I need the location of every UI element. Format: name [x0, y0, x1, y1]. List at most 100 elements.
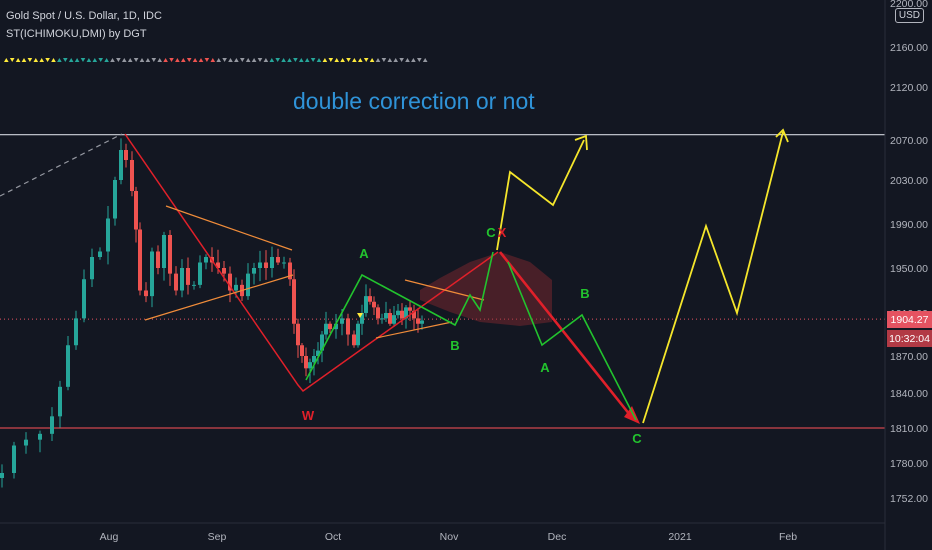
candle-body	[0, 473, 4, 478]
indicator-marker	[186, 58, 192, 62]
x-tick-label: Oct	[325, 531, 341, 543]
candle	[134, 186, 138, 243]
candle	[320, 331, 324, 363]
indicator-marker	[139, 58, 145, 62]
y-tick-label: 1780.00	[890, 458, 928, 470]
candle-body	[38, 433, 42, 440]
currency-badge[interactable]: USD	[894, 8, 924, 23]
x-tick-label: Nov	[440, 531, 459, 543]
candle	[198, 255, 202, 289]
candle-body	[356, 323, 360, 346]
indicator-marker	[358, 58, 363, 62]
candle-body	[320, 334, 324, 351]
y-tick-label: 1870.00	[890, 351, 928, 363]
candle	[98, 247, 102, 260]
candle	[180, 259, 184, 298]
wave-red-x	[498, 251, 636, 421]
candle-body	[228, 273, 232, 291]
signal-marker	[357, 313, 363, 318]
candle-body	[282, 262, 286, 264]
indicator-marker	[74, 58, 80, 62]
candle	[38, 430, 42, 453]
y-tick-label: 2070.00	[890, 135, 928, 147]
candle-body	[324, 323, 328, 335]
indicator-marker	[63, 58, 68, 62]
dashed-trendline	[0, 133, 123, 197]
indicator-marker	[287, 58, 292, 62]
indicator-marker	[422, 58, 428, 62]
wave-yellow-2-arrow	[775, 128, 789, 143]
y-tick-label: 2030.00	[890, 175, 928, 187]
indicator-marker	[381, 58, 387, 62]
candle	[204, 254, 208, 270]
candle-body	[416, 318, 420, 324]
y-tick-label: 1950.00	[890, 263, 928, 275]
wave-label-b: B	[580, 286, 589, 301]
candle-body	[124, 150, 128, 160]
wave-yellow-2	[642, 131, 784, 424]
candle	[282, 256, 286, 269]
candle	[292, 269, 296, 334]
indicator-marker	[222, 58, 227, 62]
candle	[12, 441, 16, 479]
candle-body	[360, 313, 364, 324]
candle-body	[162, 235, 166, 268]
indicator-marker	[68, 58, 74, 62]
candle-body	[180, 268, 184, 291]
candle	[82, 269, 86, 323]
indicator-marker	[192, 58, 198, 62]
indicator-marker	[334, 58, 339, 62]
indicator-marker	[411, 58, 416, 62]
candle	[376, 304, 380, 325]
wave-label-w: W	[302, 408, 315, 423]
indicator-marker	[299, 58, 304, 62]
candle-body	[138, 229, 142, 291]
candle	[408, 300, 412, 321]
candle-body	[234, 284, 238, 291]
indicator-marker	[352, 58, 357, 62]
candle	[0, 464, 4, 488]
candle	[130, 151, 134, 197]
indicator-marker	[133, 58, 139, 62]
indicator-marker	[181, 58, 186, 62]
candle	[388, 308, 392, 326]
wave-label-b: B	[450, 338, 459, 353]
candle-body	[288, 262, 292, 280]
candle	[90, 248, 94, 287]
wave-label-a: A	[540, 360, 550, 375]
candle	[368, 288, 372, 305]
indicator-marker	[393, 58, 398, 62]
last-price-badge: 1904.27	[887, 311, 932, 329]
candle	[106, 205, 110, 265]
candle-body	[376, 307, 380, 319]
candle-body	[352, 334, 356, 346]
candle	[138, 222, 142, 296]
indicator-marker	[151, 58, 157, 62]
indicator-marker	[98, 58, 103, 62]
candle	[420, 315, 424, 330]
candle	[324, 311, 328, 340]
candle	[258, 250, 262, 282]
candle	[380, 313, 384, 324]
indicator-marker	[228, 58, 233, 62]
candle-body	[246, 273, 250, 297]
candle-body	[82, 279, 86, 319]
indicator-marker	[304, 58, 310, 62]
candle-body	[312, 356, 316, 363]
indicator-marker	[110, 58, 115, 62]
indicator-marker	[405, 58, 410, 62]
y-tick-label: 1990.00	[890, 219, 928, 231]
cloud-area	[420, 252, 552, 326]
indicator-marker	[399, 58, 404, 62]
candle	[74, 310, 78, 350]
wave-yellow-1-arrow	[574, 134, 588, 151]
candle-body	[222, 268, 226, 274]
indicator-marker	[145, 58, 151, 62]
candle-body	[420, 320, 424, 324]
candle-body	[174, 273, 178, 291]
indicator-marker	[375, 58, 381, 62]
countdown-badge: 10:32:04	[887, 330, 932, 348]
candles	[0, 138, 424, 488]
